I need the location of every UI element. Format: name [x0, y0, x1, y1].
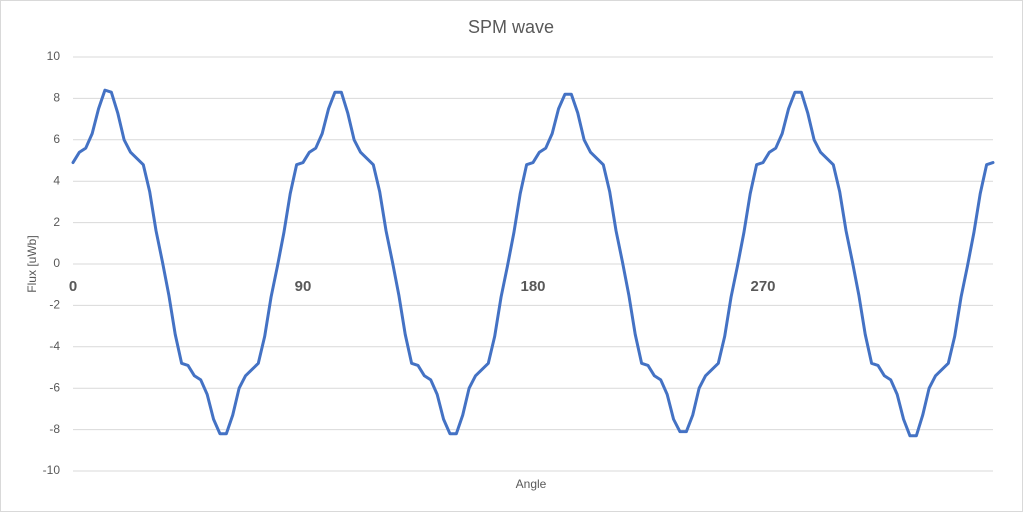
y-tick-label: 0: [53, 256, 60, 270]
y-tick-label: 10: [47, 49, 61, 63]
y-tick-label: -6: [49, 380, 60, 394]
x-axis-label: Angle: [516, 477, 547, 491]
y-tick-label: 4: [53, 173, 60, 187]
y-tick-label: 2: [53, 215, 60, 229]
y-tick-label: -2: [49, 298, 60, 312]
x-tick-label: 0: [69, 278, 77, 295]
y-tick-label: 8: [53, 91, 60, 105]
chart-title: SPM wave: [468, 17, 554, 37]
y-axis-label: Flux [uWb]: [25, 235, 39, 292]
x-tick-label: 270: [750, 278, 775, 295]
y-tick-label: 6: [53, 132, 60, 146]
x-tick-label: 180: [520, 278, 545, 295]
x-tick-label: 90: [295, 278, 312, 295]
y-tick-label: -10: [43, 463, 61, 477]
y-tick-label: -8: [49, 422, 60, 436]
y-tick-label: -4: [49, 339, 60, 353]
line-series: [71, 88, 995, 438]
